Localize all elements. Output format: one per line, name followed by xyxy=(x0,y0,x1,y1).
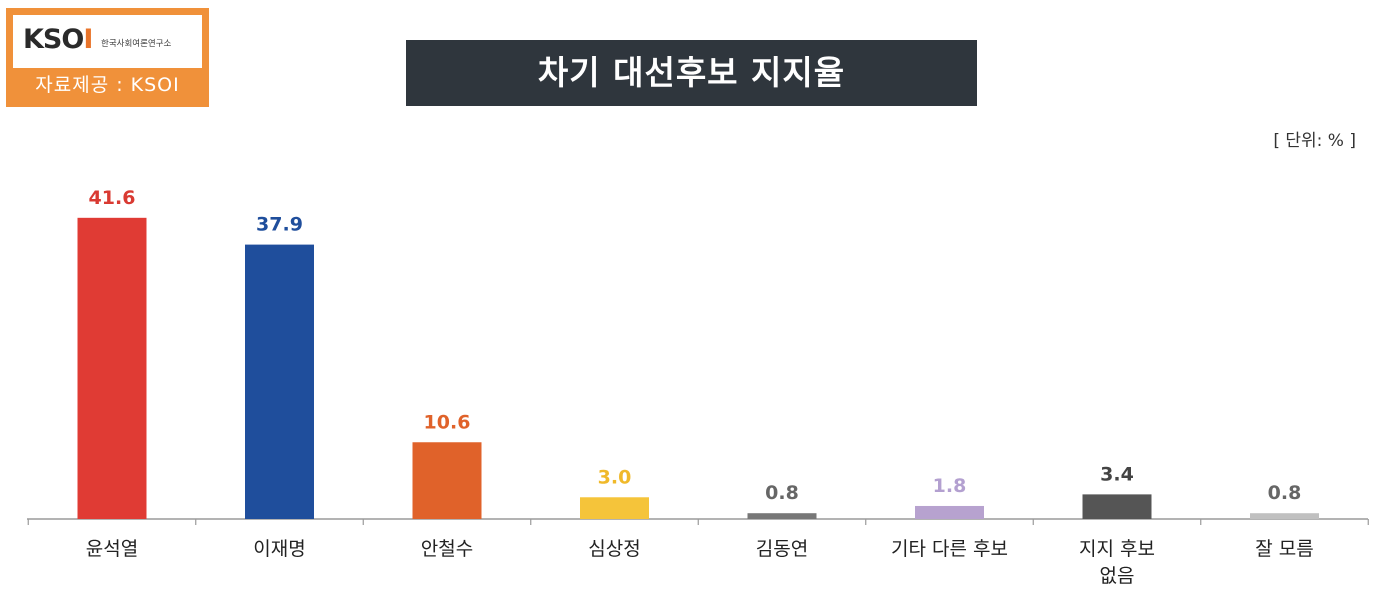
category-label-3: 심상정 xyxy=(588,538,640,560)
value-label-5: 1.8 xyxy=(933,475,967,497)
unit-label: [ 단위: % ] xyxy=(1273,131,1356,151)
value-label-7: 0.8 xyxy=(1268,482,1302,504)
bar-4 xyxy=(747,513,817,519)
ksoi-logo: KSOI 한국사회여론연구소 자료제공 : KSOI xyxy=(6,8,209,107)
category-label-0: 윤석열 xyxy=(86,538,138,560)
bar-7 xyxy=(1250,513,1319,519)
bar-3 xyxy=(580,497,649,519)
source-label: 자료제공 : KSOI xyxy=(35,74,180,96)
bar-0 xyxy=(77,217,147,520)
value-label-2: 10.6 xyxy=(424,411,471,433)
bar-5 xyxy=(915,505,984,519)
chart-title: 차기 대선후보 지지율 xyxy=(406,40,977,106)
category-label-6-line-0: 지지 후보 xyxy=(1079,538,1155,560)
category-label-7: 잘 모름 xyxy=(1255,538,1313,560)
value-label-4: 0.8 xyxy=(765,482,799,504)
logo-subtitle: 한국사회여론연구소 xyxy=(101,39,172,49)
bar-6 xyxy=(1082,494,1152,519)
logo-panel: KSOI 한국사회여론연구소 xyxy=(13,15,202,68)
value-label-3: 3.0 xyxy=(598,466,632,488)
value-label-6: 3.4 xyxy=(1100,463,1134,485)
category-label-2: 안철수 xyxy=(421,538,473,560)
category-label-1: 이재명 xyxy=(253,538,305,560)
value-label-0: 41.6 xyxy=(89,187,136,209)
logo-wordmark: KSOI xyxy=(23,24,93,55)
category-label-6-line-1: 없음 xyxy=(1100,565,1135,587)
value-label-1: 37.9 xyxy=(256,214,303,236)
category-label-5: 기타 다른 후보 xyxy=(891,538,1008,560)
bar-2 xyxy=(412,442,482,519)
category-label-4: 김동연 xyxy=(756,538,808,560)
bar-1 xyxy=(245,244,314,519)
